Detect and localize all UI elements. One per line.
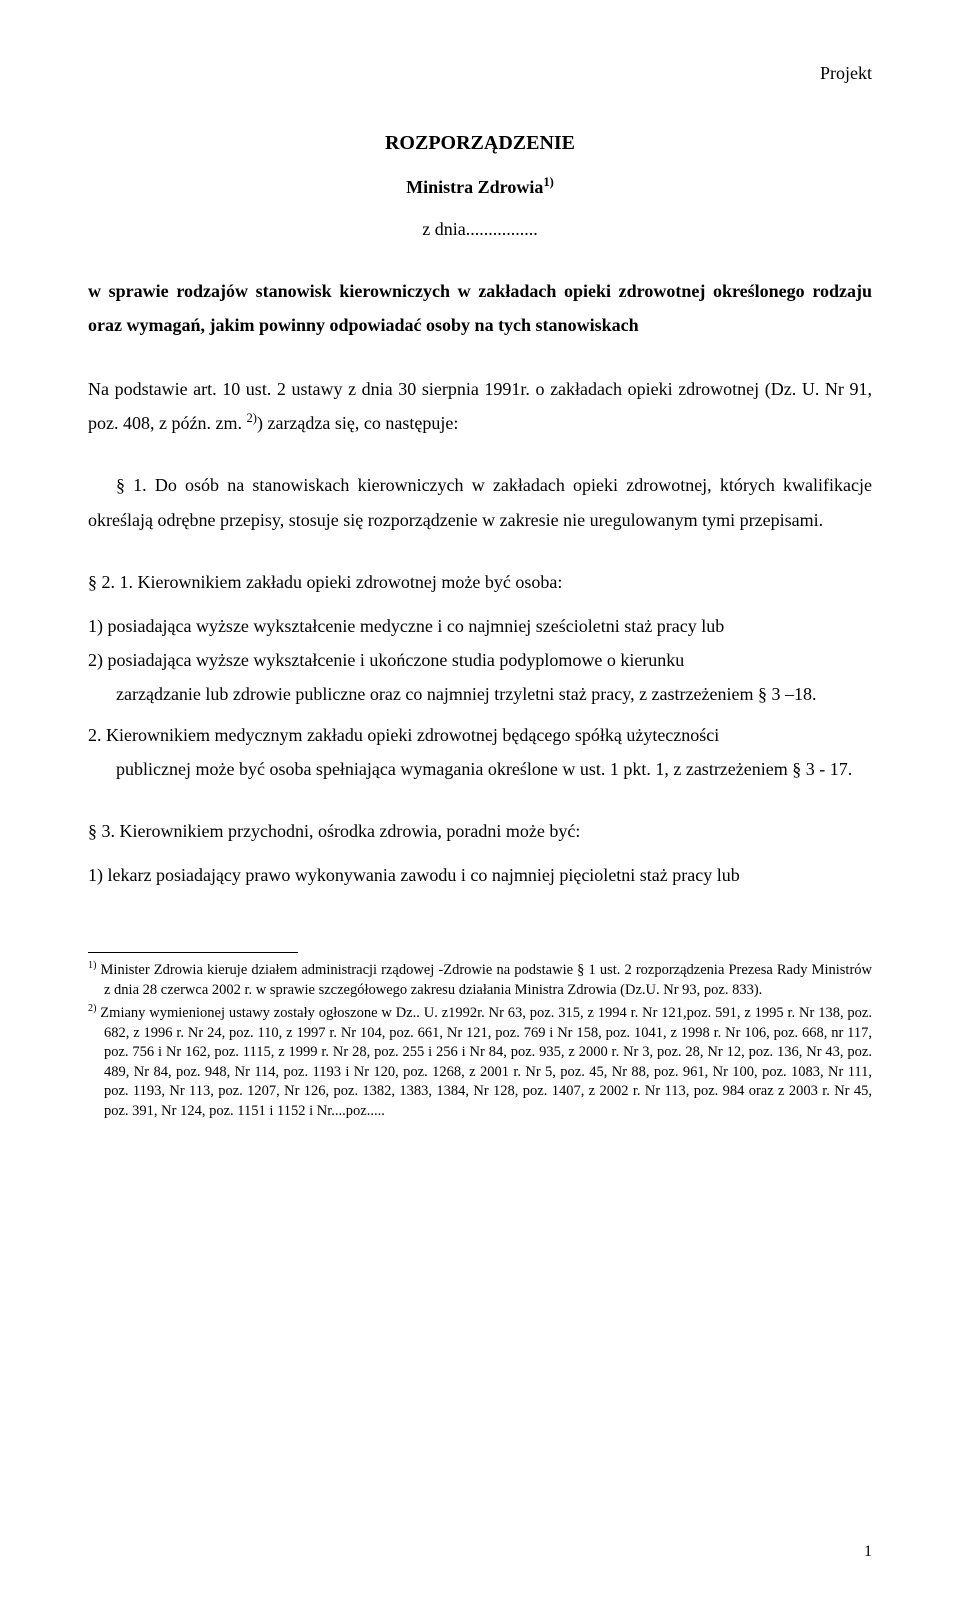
subject: w sprawie rodzajów stanowisk kierowniczy… [88, 274, 872, 342]
paragraph-2: § 2. 1. Kierownikiem zakładu opieki zdro… [88, 565, 872, 786]
paragraph-3: § 3. Kierownikiem przychodni, ośrodka zd… [88, 814, 872, 892]
legal-basis-sup: 2) [246, 411, 257, 425]
p2-item2b: zarządzanie lub zdrowie publiczne oraz c… [88, 677, 872, 711]
footnotes: 1) Minister Zdrowia kieruje działem admi… [88, 959, 872, 1121]
p2-item1: 1) posiadająca wyższe wykształcenie medy… [88, 609, 872, 643]
title-date: z dnia................ [88, 216, 872, 244]
header-top-right: Projekt [88, 60, 872, 88]
title-line1: ROZPORZĄDZENIE [88, 128, 872, 159]
p3-intro: § 3. Kierownikiem przychodni, ośrodka zd… [88, 814, 872, 848]
legal-basis-post: ) zarządza się, co następuje: [257, 413, 458, 433]
p3-item1: 1) lekarz posiadający prawo wykonywania … [88, 858, 872, 892]
legal-basis-pre: Na podstawie art. 10 ust. 2 ustawy z dni… [88, 379, 872, 433]
p2-intro: § 2. 1. Kierownikiem zakładu opieki zdro… [88, 565, 872, 599]
p2-num2: 2. Kierownikiem medycznym zakładu opieki… [88, 718, 872, 752]
p2-item2a: 2) posiadająca wyższe wykształcenie i uk… [88, 643, 872, 677]
page-number: 1 [864, 1540, 872, 1565]
title-line2: Ministra Zdrowia1) [88, 173, 872, 202]
legal-basis: Na podstawie art. 10 ust. 2 ustawy z dni… [88, 372, 872, 440]
paragraph-1: § 1. Do osób na stanowiskach kierowniczy… [88, 468, 872, 536]
footnote-2: 2) Zmiany wymienionej ustawy zostały ogł… [88, 1002, 872, 1121]
footnote-separator [88, 952, 298, 953]
footnote-1-text: Minister Zdrowia kieruje działem adminis… [96, 962, 872, 998]
page: Projekt ROZPORZĄDZENIE Ministra Zdrowia1… [0, 0, 960, 1597]
p2-num2b: publicznej może być osoba spełniająca wy… [88, 752, 872, 786]
footnote-1: 1) Minister Zdrowia kieruje działem admi… [88, 959, 872, 1000]
footnote-2-text: Zmiany wymienionej ustawy zostały ogłosz… [96, 1005, 872, 1119]
title-footnote-ref: 1) [543, 175, 554, 189]
title-line2-text: Ministra Zdrowia [406, 177, 543, 197]
